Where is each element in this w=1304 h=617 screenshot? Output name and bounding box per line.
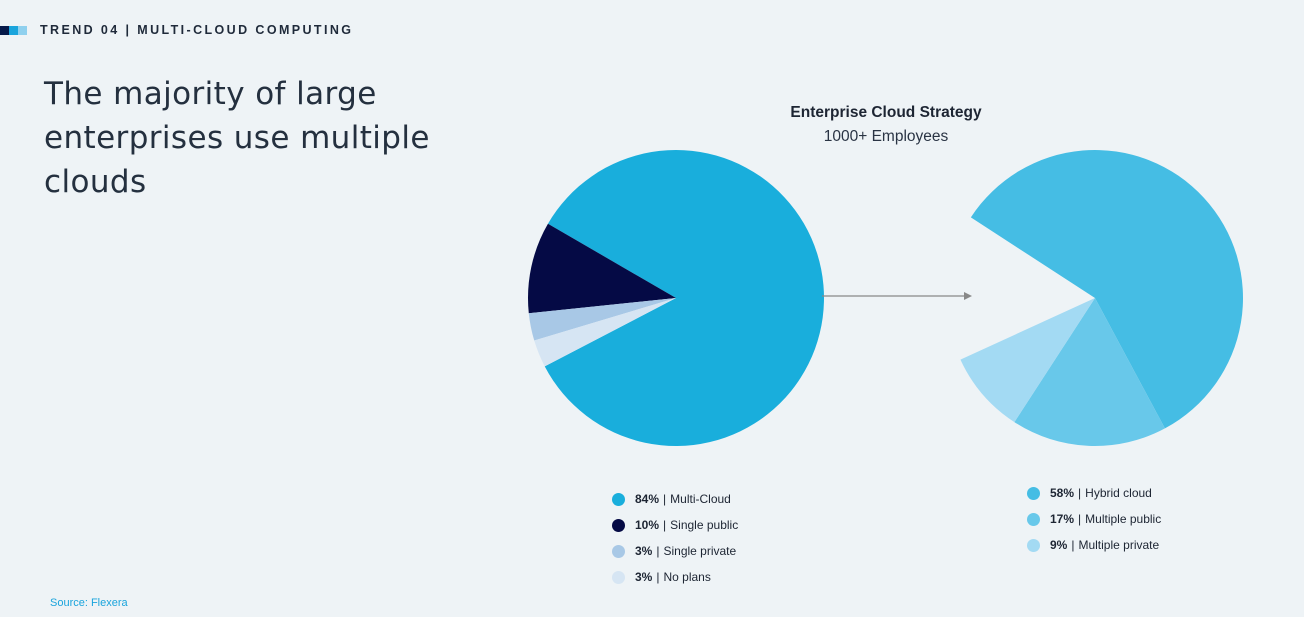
legend-strategy: 84% | Multi-Cloud 10% | Single public 3% | Singl… bbox=[612, 486, 738, 590]
pie-slice-single-private bbox=[528, 298, 676, 341]
legend-swatch bbox=[1027, 486, 1040, 500]
section-kicker: TREND 04 | MULTI-CLOUD COMPUTING bbox=[0, 23, 353, 37]
connector-arrow bbox=[822, 292, 972, 300]
legend-separator: | bbox=[1071, 538, 1075, 552]
legend-item-single-private: 3% | Single private bbox=[612, 538, 738, 564]
legend-label: Single public bbox=[670, 518, 739, 532]
pie-slice-hybrid-cloud bbox=[970, 150, 1243, 429]
legend-multicloud-breakdown: 58% | Hybrid cloud 17% | Multiple public 9% | Mu… bbox=[1027, 480, 1161, 558]
legend-separator: | bbox=[1078, 486, 1082, 500]
legend-separator: | bbox=[656, 544, 660, 558]
pie-chart-strategy bbox=[528, 149, 825, 447]
legend-swatch bbox=[612, 518, 625, 532]
legend-label: Hybrid cloud bbox=[1085, 486, 1152, 500]
kicker-text: TREND 04 | MULTI-CLOUD COMPUTING bbox=[40, 23, 354, 37]
legend-label: Single private bbox=[663, 544, 737, 558]
legend-percent: 17% bbox=[1050, 512, 1075, 526]
legend-percent: 58% bbox=[1050, 486, 1075, 500]
legend-swatch bbox=[612, 544, 625, 558]
chart-subtitle: 1000+ Employees bbox=[823, 128, 949, 145]
legend-label: Multiple public bbox=[1085, 512, 1162, 526]
kicker-square-2 bbox=[9, 25, 18, 35]
legend-item-hybrid-cloud: 58% | Hybrid cloud bbox=[1027, 480, 1161, 506]
legend-item-multiple-public: 17% | Multiple public bbox=[1027, 506, 1161, 532]
legend-label: Multi-Cloud bbox=[670, 492, 731, 506]
source-note: Source: Flexera bbox=[50, 597, 128, 609]
legend-percent: 9% bbox=[1050, 538, 1068, 552]
legend-separator: | bbox=[663, 518, 667, 532]
headline-line-2: enterprises use multiple clouds bbox=[44, 120, 430, 200]
kicker-square-3 bbox=[18, 25, 27, 35]
legend-percent: 3% bbox=[635, 570, 653, 584]
headline-line-1: The majority of large bbox=[44, 76, 377, 112]
legend-label: No plans bbox=[663, 570, 711, 584]
pie-chart-multicloud-breakdown bbox=[960, 150, 1243, 447]
pie-slice-no-plans bbox=[534, 298, 676, 367]
kicker-square-1 bbox=[0, 25, 9, 35]
legend-separator: | bbox=[1078, 512, 1082, 526]
legend-swatch bbox=[612, 570, 625, 584]
page-headline: The majority of large enterprises use mu… bbox=[44, 72, 504, 204]
legend-percent: 84% bbox=[635, 492, 660, 506]
legend-label: Multiple private bbox=[1078, 538, 1160, 552]
pie-slice-single-public bbox=[528, 223, 676, 314]
legend-item-multi-cloud: 84% | Multi-Cloud bbox=[612, 486, 738, 512]
pie-slice-multiple-private bbox=[960, 298, 1095, 423]
pie-slice-multi-cloud bbox=[544, 149, 825, 447]
legend-item-no-plans: 3% | No plans bbox=[612, 564, 738, 590]
legend-swatch bbox=[1027, 512, 1040, 526]
legend-separator: | bbox=[663, 492, 667, 506]
legend-swatch bbox=[1027, 538, 1040, 552]
legend-separator: | bbox=[656, 570, 660, 584]
legend-percent: 10% bbox=[635, 518, 660, 532]
legend-item-single-public: 10% | Single public bbox=[612, 512, 738, 538]
pie-slice-multiple-public bbox=[1014, 298, 1165, 447]
legend-item-multiple-private: 9% | Multiple private bbox=[1027, 532, 1161, 558]
legend-percent: 3% bbox=[635, 544, 653, 558]
chart-title: Enterprise Cloud Strategy bbox=[790, 104, 982, 121]
legend-swatch bbox=[612, 492, 625, 506]
